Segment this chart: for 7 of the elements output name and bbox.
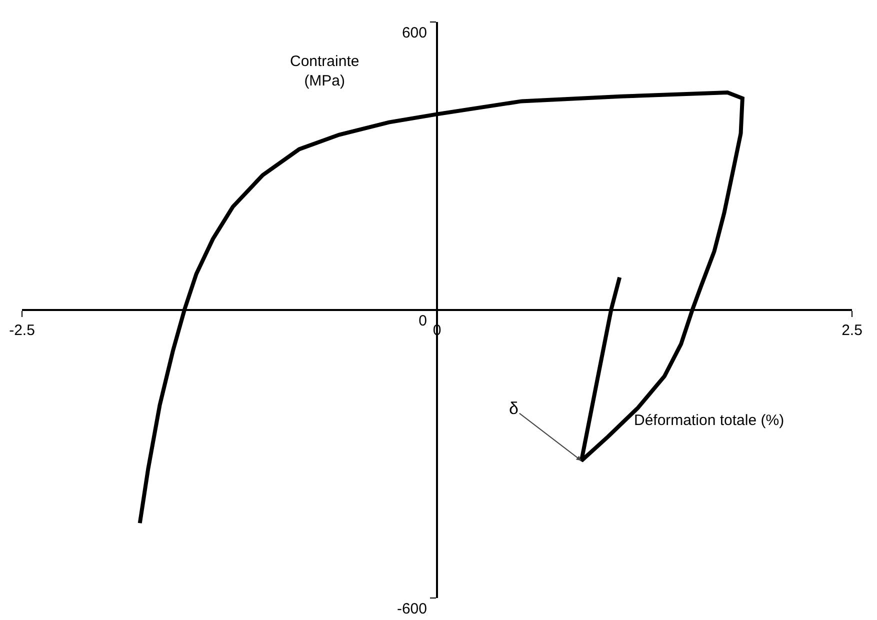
x-axis-title: Déformation totale (%) [634,412,784,429]
y-tick-label: -600 [396,600,427,618]
x-tick-label: -2.5 [9,322,35,339]
x-tick-label: 2.5 [842,322,862,339]
y-axis-title: Contrainte (MPa) [290,53,360,90]
annotation: δ [509,399,518,418]
y-tick-label: 600 [402,24,427,42]
